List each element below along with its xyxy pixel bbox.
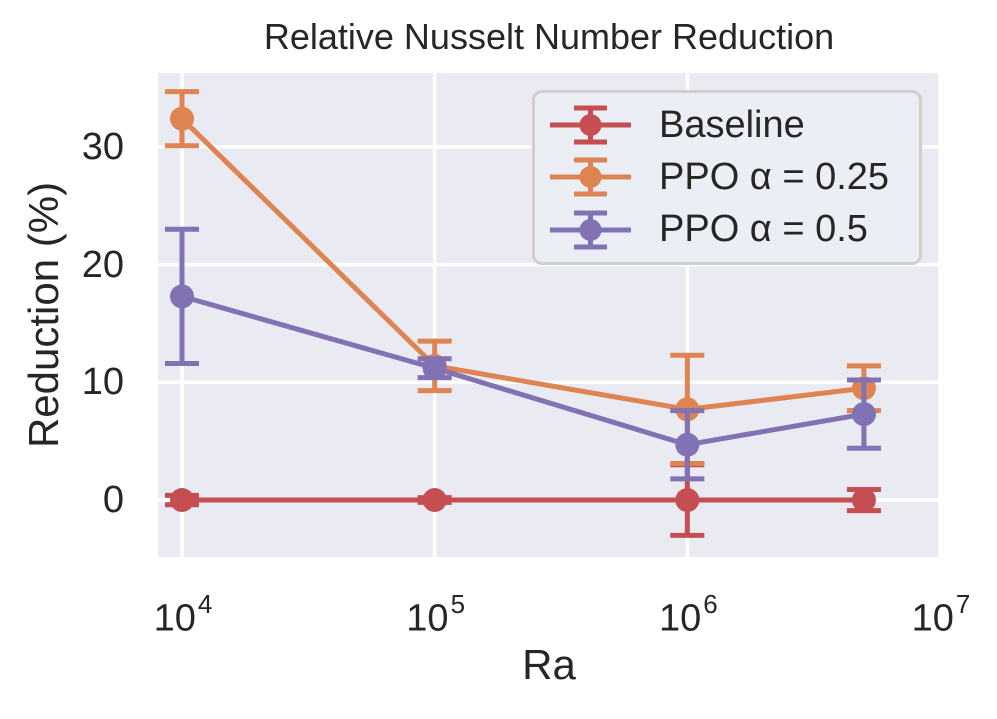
- series-2-line: [179, 293, 867, 448]
- y-tick-label: 30: [81, 125, 124, 168]
- x-tick-base: 10: [658, 597, 702, 640]
- y-axis-label: Reduction (%): [20, 181, 67, 449]
- series-1-marker: [170, 106, 195, 131]
- legend-label: PPO α = 0.5: [659, 208, 868, 251]
- series-0: [165, 462, 881, 538]
- series-2-marker: [422, 356, 447, 381]
- legend-errorbar-marker-icon: [550, 105, 631, 145]
- x-tick-label: 104: [122, 589, 242, 641]
- x-tick-label: 105: [375, 589, 495, 641]
- series-2-marker: [851, 402, 876, 427]
- chart-title: Relative Nusselt Number Reduction: [263, 16, 835, 57]
- series-2-marker: [170, 284, 195, 309]
- y-tick-label: 10: [81, 361, 124, 404]
- series-1-line: [179, 116, 867, 412]
- x-tick-exponent: 7: [955, 589, 971, 619]
- x-tick-label: 106: [627, 589, 747, 641]
- legend-errorbar-marker-icon: [550, 157, 631, 197]
- series-0-marker: [851, 488, 876, 513]
- x-tick-exponent: 4: [197, 589, 213, 619]
- series-0-marker: [422, 488, 447, 513]
- series-2-marker: [675, 432, 700, 457]
- legend-label: Baseline: [659, 103, 805, 146]
- x-tick-exponent: 6: [703, 589, 718, 619]
- x-tick-base: 10: [406, 597, 449, 640]
- x-tick-base: 10: [911, 597, 954, 640]
- x-tick-exponent: 5: [450, 589, 466, 619]
- legend: Baseline PPO α = 0.25 PPO α = 0.5: [532, 90, 922, 265]
- y-tick-label: 20: [81, 243, 124, 286]
- series-2: [165, 226, 881, 482]
- x-tick-label: 107: [880, 589, 997, 641]
- legend-label: PPO α = 0.25: [659, 155, 890, 198]
- series-0-marker: [675, 488, 700, 513]
- series-0-marker: [170, 488, 195, 513]
- legend-errorbar-marker-icon: [550, 210, 631, 250]
- legend-item-0: Baseline: [548, 101, 909, 149]
- legend-item-1: PPO α = 0.25: [548, 153, 909, 201]
- x-tick-base: 10: [153, 597, 196, 640]
- y-tick-label: 0: [102, 479, 124, 522]
- legend-item-2: PPO α = 0.5: [548, 206, 909, 254]
- x-axis-label: Ra: [522, 641, 576, 688]
